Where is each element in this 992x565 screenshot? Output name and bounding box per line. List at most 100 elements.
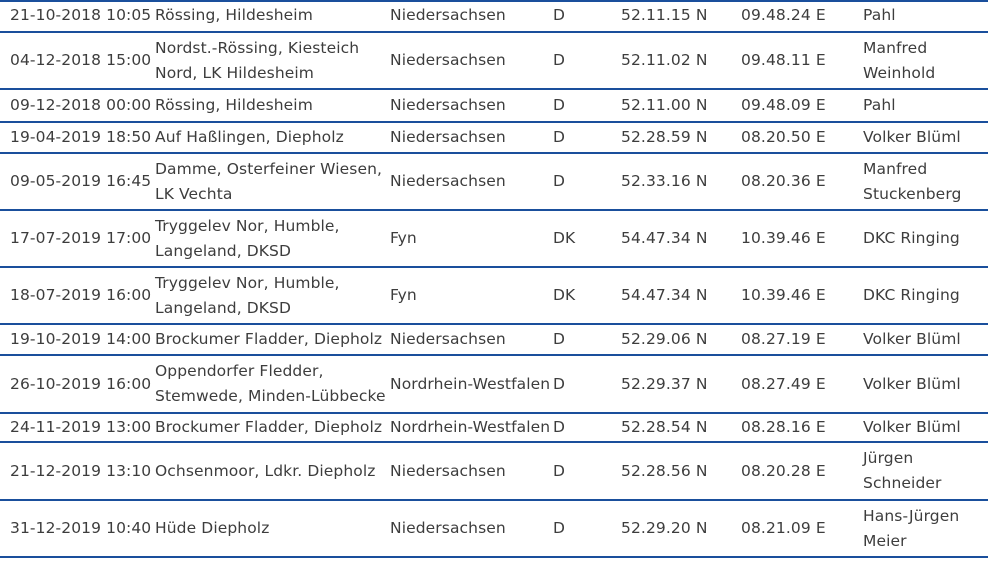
longitude-cell-text: 08.21.09 E	[741, 519, 826, 537]
observer-cell-line: Hans-Jürgen	[863, 506, 960, 525]
region-cell: Nordrhein-Westfalen	[390, 414, 552, 441]
observer-cell-line: Jürgen	[863, 449, 914, 467]
location-cell-line: Damme, Osterfeiner Wiesen,	[155, 159, 383, 178]
location-cell-line: LK Vechta	[155, 184, 233, 203]
observer-cell: Volker Blüml	[863, 325, 988, 354]
longitude-cell-text: 10.39.46 E	[741, 286, 826, 304]
observer-cell: Volker Blüml	[863, 123, 988, 152]
date-cell-text: 19-04-2019 18:50	[10, 128, 152, 146]
date-cell: 09-05-2019 16:45	[10, 154, 151, 209]
location-cell: Brockumer Fladder, Diepholz	[155, 325, 387, 354]
region-cell-text: Fyn	[390, 229, 417, 247]
latitude-cell: 52.29.37 N	[621, 356, 731, 412]
country-cell: D	[553, 325, 613, 354]
date-cell-text: 21-10-2018 10:05	[10, 6, 152, 24]
longitude-cell: 10.39.46 E	[741, 268, 851, 323]
region-cell-text: Niedersachsen	[390, 6, 506, 24]
region-cell-text: Niedersachsen	[390, 330, 506, 348]
region-cell: Niedersachsen	[390, 33, 552, 88]
table-row: 19-10-2019 14:00 Brockumer Fladder, Dieph…	[0, 325, 988, 356]
longitude-cell: 08.20.50 E	[741, 123, 851, 152]
country-cell-text: DK	[553, 286, 576, 304]
longitude-cell-text: 08.20.50 E	[741, 128, 826, 146]
observer-cell: Pahl	[863, 0, 988, 31]
latitude-cell: 52.28.54 N	[621, 414, 731, 441]
table-row: 17-07-2019 17:00 Tryggelev Nor, Humble, La…	[0, 211, 988, 268]
country-cell-text: D	[553, 51, 566, 69]
region-cell-text: Niedersachsen	[390, 128, 506, 146]
location-cell-line: Tryggelev Nor, Humble,	[155, 273, 340, 292]
observer-cell: Jürgen Schneider	[863, 443, 988, 499]
observer-cell-line: Stuckenberg	[863, 184, 962, 203]
observer-cell: Hans-Jürgen Meier	[863, 501, 988, 556]
latitude-cell: 54.47.34 N	[621, 268, 731, 323]
longitude-cell-text: 09.48.09 E	[741, 96, 826, 114]
country-cell-text: D	[553, 96, 566, 114]
table-row: 24-11-2019 13:00 Brockumer Fladder, Dieph…	[0, 414, 988, 443]
latitude-cell-text: 52.28.54 N	[621, 418, 708, 436]
location-cell-line: Auf Haßlingen, Diepholz	[155, 128, 344, 146]
table-row: 18-07-2019 16:00 Tryggelev Nor, Humble, La…	[0, 268, 988, 325]
region-cell-text: Niedersachsen	[390, 172, 506, 190]
region-cell-text: Fyn	[390, 286, 417, 304]
longitude-cell: 09.48.09 E	[741, 90, 851, 121]
country-cell-text: D	[553, 172, 566, 190]
region-cell: Niedersachsen	[390, 90, 552, 121]
country-cell: D	[553, 33, 613, 88]
country-cell: DK	[553, 211, 613, 266]
longitude-cell-text: 08.27.49 E	[741, 374, 826, 393]
date-cell-text: 17-07-2019 17:00	[10, 229, 152, 247]
date-cell: 26-10-2019 16:00	[10, 356, 151, 412]
table-row: 04-12-2018 15:00 Nordst.-Rössing, Kiestei…	[0, 33, 988, 90]
longitude-cell: 08.20.28 E	[741, 443, 851, 499]
latitude-cell-text: 52.11.15 N	[621, 6, 708, 24]
location-cell-line: Rössing, Hildesheim	[155, 6, 313, 24]
date-cell-text: 19-10-2019 14:00	[10, 330, 152, 348]
region-cell: Niedersachsen	[390, 0, 552, 31]
table-row: 26-10-2019 16:00 Oppendorfer Fledder, Stem…	[0, 356, 988, 414]
location-cell-line: Stemwede, Minden-Lübbecke	[155, 387, 386, 405]
latitude-cell: 52.29.20 N	[621, 501, 731, 556]
location-cell: Oppendorfer Fledder, Stemwede, Minden-Lüb…	[155, 356, 387, 412]
longitude-cell: 08.20.36 E	[741, 154, 851, 209]
region-cell: Niedersachsen	[390, 154, 552, 209]
country-cell: D	[553, 90, 613, 121]
latitude-cell: 54.47.34 N	[621, 211, 731, 266]
latitude-cell-text: 52.28.56 N	[621, 461, 708, 480]
observer-cell: DKC Ringing	[863, 268, 988, 323]
observer-cell-line: Volker Blüml	[863, 418, 961, 436]
location-cell-line: Rössing, Hildesheim	[155, 96, 313, 114]
country-cell: D	[553, 123, 613, 152]
latitude-cell: 52.11.15 N	[621, 0, 731, 31]
longitude-cell-text: 08.20.36 E	[741, 172, 826, 190]
table-row: 21-12-2019 13:10 Ochsenmoor, Ldkr. Diepho…	[0, 443, 988, 501]
date-cell: 24-11-2019 13:00	[10, 414, 151, 441]
latitude-cell-text: 52.29.20 N	[621, 519, 708, 537]
longitude-cell-text: 08.28.16 E	[741, 418, 826, 436]
location-cell: Damme, Osterfeiner Wiesen, LK Vechta	[155, 154, 387, 209]
region-cell: Fyn	[390, 211, 552, 266]
date-cell: 19-10-2019 14:00	[10, 325, 152, 354]
longitude-cell: 08.28.16 E	[741, 414, 851, 441]
region-cell: Niedersachsen	[390, 123, 552, 152]
location-cell-line: Tryggelev Nor, Humble,	[155, 216, 340, 235]
date-cell: 04-12-2018 15:00	[10, 33, 151, 88]
observer-cell-line: Manfred	[863, 159, 928, 178]
latitude-cell: 52.28.56 N	[621, 443, 731, 499]
location-cell: Rössing, Hildesheim	[155, 0, 387, 31]
date-cell: 31-12-2019 10:40	[10, 501, 151, 556]
country-cell: D	[553, 443, 613, 499]
longitude-cell: 10.39.46 E	[741, 211, 851, 266]
country-cell-text: D	[553, 418, 566, 436]
latitude-cell: 52.29.06 N	[621, 325, 731, 354]
latitude-cell: 52.11.02 N	[621, 33, 731, 88]
observer-cell: DKC Ringing	[863, 211, 988, 266]
longitude-cell-text: 10.39.46 E	[741, 229, 826, 247]
date-cell: 17-07-2019 17:00	[10, 211, 152, 266]
latitude-cell-text: 52.28.59 N	[621, 128, 708, 146]
location-cell-line: Brockumer Fladder, Diepholz	[155, 330, 383, 348]
observer-cell-line: Meier	[863, 531, 907, 550]
date-cell: 19-04-2019 18:50	[10, 123, 152, 152]
country-cell-text: D	[553, 330, 566, 348]
